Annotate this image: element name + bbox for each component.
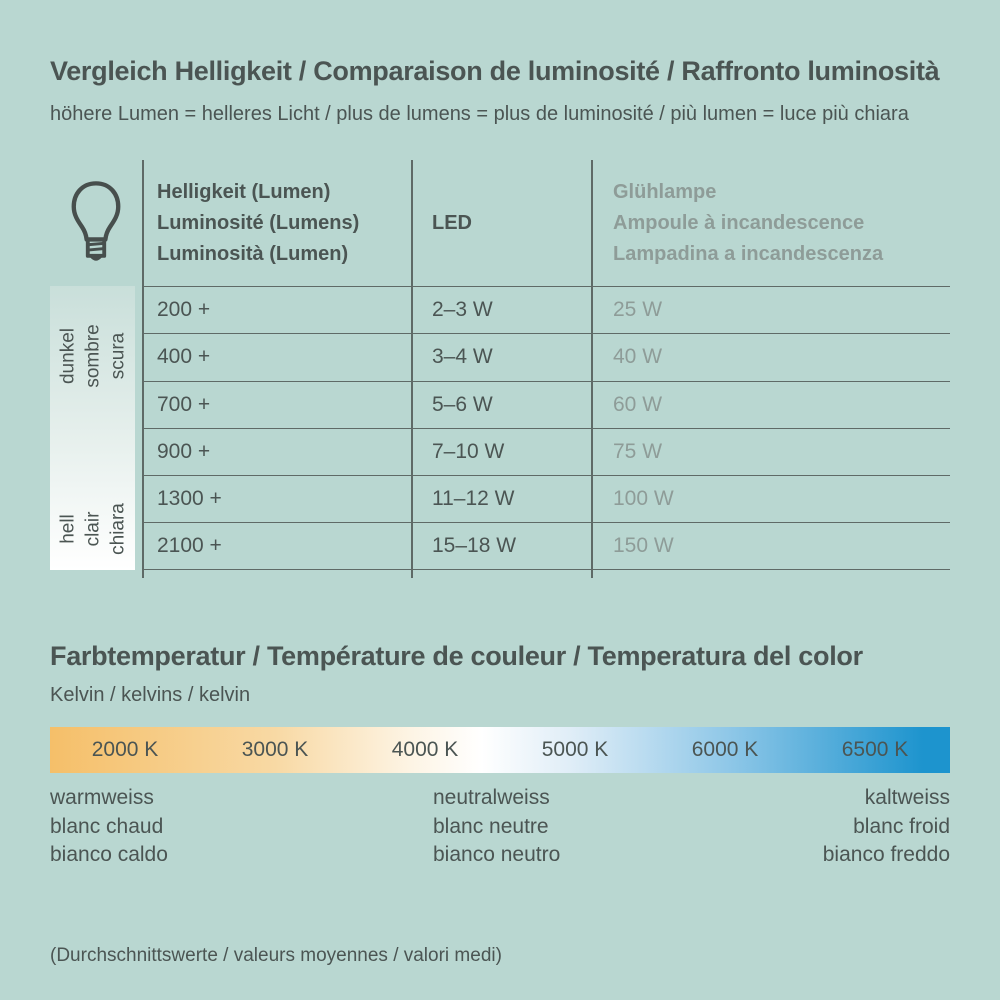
brightness-gradient-strip: dunkel sombre scura hell clair chiara [50, 286, 135, 570]
column-header-incandescent: Glühlampe Ampoule à incandescence Lampad… [591, 177, 950, 270]
neutral-white-it: bianco neutro [433, 843, 561, 866]
table-row: 200 + 2–3 W 25 W [142, 286, 950, 333]
scale-bright-de: hell [57, 514, 78, 544]
table-row: 900 + 7–10 W 75 W [142, 427, 950, 475]
kelvin-label: 3000 K [241, 738, 309, 761]
table-body: 200 + 2–3 W 25 W 400 + 3–4 W 40 W 700 + … [142, 286, 950, 570]
scale-dark-it: scura [107, 332, 128, 380]
kelvin-gradient-bar: 2000 K 3000 K 4000 K 5000 K 6000 K 6500 … [50, 727, 950, 773]
scale-bright-it: chiara [107, 503, 128, 555]
column-header-led: LED [432, 211, 472, 234]
scale-dark-fr: sombre [82, 324, 103, 388]
warm-white-it: bianco caldo [50, 843, 168, 866]
incandescent-header-de: Glühlampe [613, 180, 717, 203]
table-row: 700 + 5–6 W 60 W [142, 380, 950, 428]
kelvin-label: 4000 K [391, 738, 459, 761]
table-header-row: Helligkeit (Lumen) Luminosité (Lumens) L… [50, 160, 950, 286]
kelvin-label: 6000 K [691, 738, 759, 761]
lumen-value: 400 + [157, 345, 211, 369]
temperature-title: Farbtemperatur / Température de couleur … [50, 641, 863, 671]
lumen-value: 1300 + [157, 487, 222, 511]
lumen-header-it: Luminosità (Lumen) [157, 242, 349, 265]
incandescent-watt-value: 75 W [613, 440, 663, 464]
incandescent-header-fr: Ampoule à incandescence [613, 211, 865, 234]
column-header-lumen: Helligkeit (Lumen) Luminosité (Lumens) L… [142, 177, 411, 270]
led-watt-value: 7–10 W [432, 440, 505, 464]
brightness-title: Vergleich Helligkeit / Comparaison de lu… [50, 56, 940, 86]
kelvin-label: 6500 K [841, 738, 909, 761]
table-divider [591, 160, 593, 578]
white-tone-labels: warmweiss blanc chaud bianco caldo neutr… [50, 784, 950, 872]
warm-white-label: warmweiss blanc chaud bianco caldo [50, 784, 168, 870]
average-values-footnote: (Durchschnittswerte / valeurs moyennes /… [50, 945, 502, 966]
lumen-header-fr: Luminosité (Lumens) [157, 211, 360, 234]
led-watt-value: 5–6 W [432, 392, 493, 416]
table-row: 400 + 3–4 W 40 W [142, 333, 950, 380]
brightness-subtitle: höhere Lumen = helleres Licht / plus de … [50, 103, 909, 125]
incandescent-header-it: Lampadina a incandescenza [613, 242, 884, 265]
scale-bright-label: hell clair chiara [55, 503, 130, 555]
cold-white-fr: blanc froid [853, 814, 950, 838]
kelvin-label: 2000 K [91, 738, 159, 761]
scale-bright-fr: clair [82, 511, 103, 547]
scale-dark-de: dunkel [57, 328, 78, 385]
warm-white-fr: blanc chaud [50, 814, 164, 838]
table-divider [411, 160, 413, 578]
table-divider [142, 160, 144, 578]
temperature-subtitle: Kelvin / kelvins / kelvin [50, 684, 251, 706]
cold-white-label: kaltweiss blanc froid bianco freddo [823, 784, 950, 870]
neutral-white-label: neutralweiss blanc neutre bianco neutro [433, 784, 560, 870]
neutral-white-de: neutralweiss [433, 786, 550, 809]
incandescent-watt-value: 150 W [613, 534, 674, 558]
incandescent-watt-value: 25 W [613, 298, 663, 322]
lumen-value: 900 + [157, 440, 211, 464]
lumen-value: 700 + [157, 392, 211, 416]
led-watt-value: 2–3 W [432, 298, 493, 322]
lumen-header-de: Helligkeit (Lumen) [157, 180, 331, 203]
led-watt-value: 15–18 W [432, 534, 517, 558]
incandescent-watt-value: 100 W [613, 487, 674, 511]
lumen-value: 200 + [157, 298, 211, 322]
scale-dark-label: dunkel sombre scura [55, 324, 130, 387]
table-row: 1300 + 11–12 W 100 W [142, 475, 950, 522]
brightness-table: dunkel sombre scura hell clair chiara [50, 160, 950, 578]
lumen-value: 2100 + [157, 534, 222, 558]
lightbulb-icon [50, 178, 142, 268]
incandescent-watt-value: 60 W [613, 392, 663, 416]
neutral-white-fr: blanc neutre [433, 814, 549, 838]
cold-white-it: bianco freddo [822, 843, 950, 866]
led-watt-value: 3–4 W [432, 345, 493, 369]
kelvin-label: 5000 K [541, 738, 609, 761]
cold-white-de: kaltweiss [864, 786, 950, 809]
incandescent-watt-value: 40 W [613, 345, 663, 369]
led-watt-value: 11–12 W [432, 487, 515, 511]
table-row: 2100 + 15–18 W 150 W [142, 522, 950, 570]
warm-white-de: warmweiss [50, 786, 154, 809]
